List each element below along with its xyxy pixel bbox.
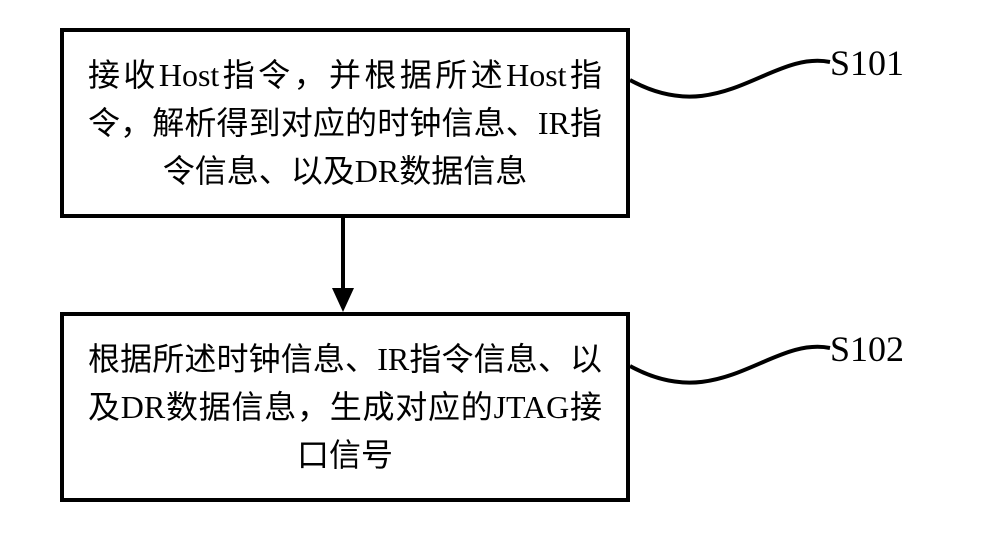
connector-curves xyxy=(0,0,1000,535)
connector-curve-2 xyxy=(630,347,830,383)
connector-curve-1 xyxy=(630,61,830,97)
flowchart-container: 接收Host指令，并根据所述Host指令，解析得到对应的时钟信息、IR指令信息、… xyxy=(0,0,1000,535)
